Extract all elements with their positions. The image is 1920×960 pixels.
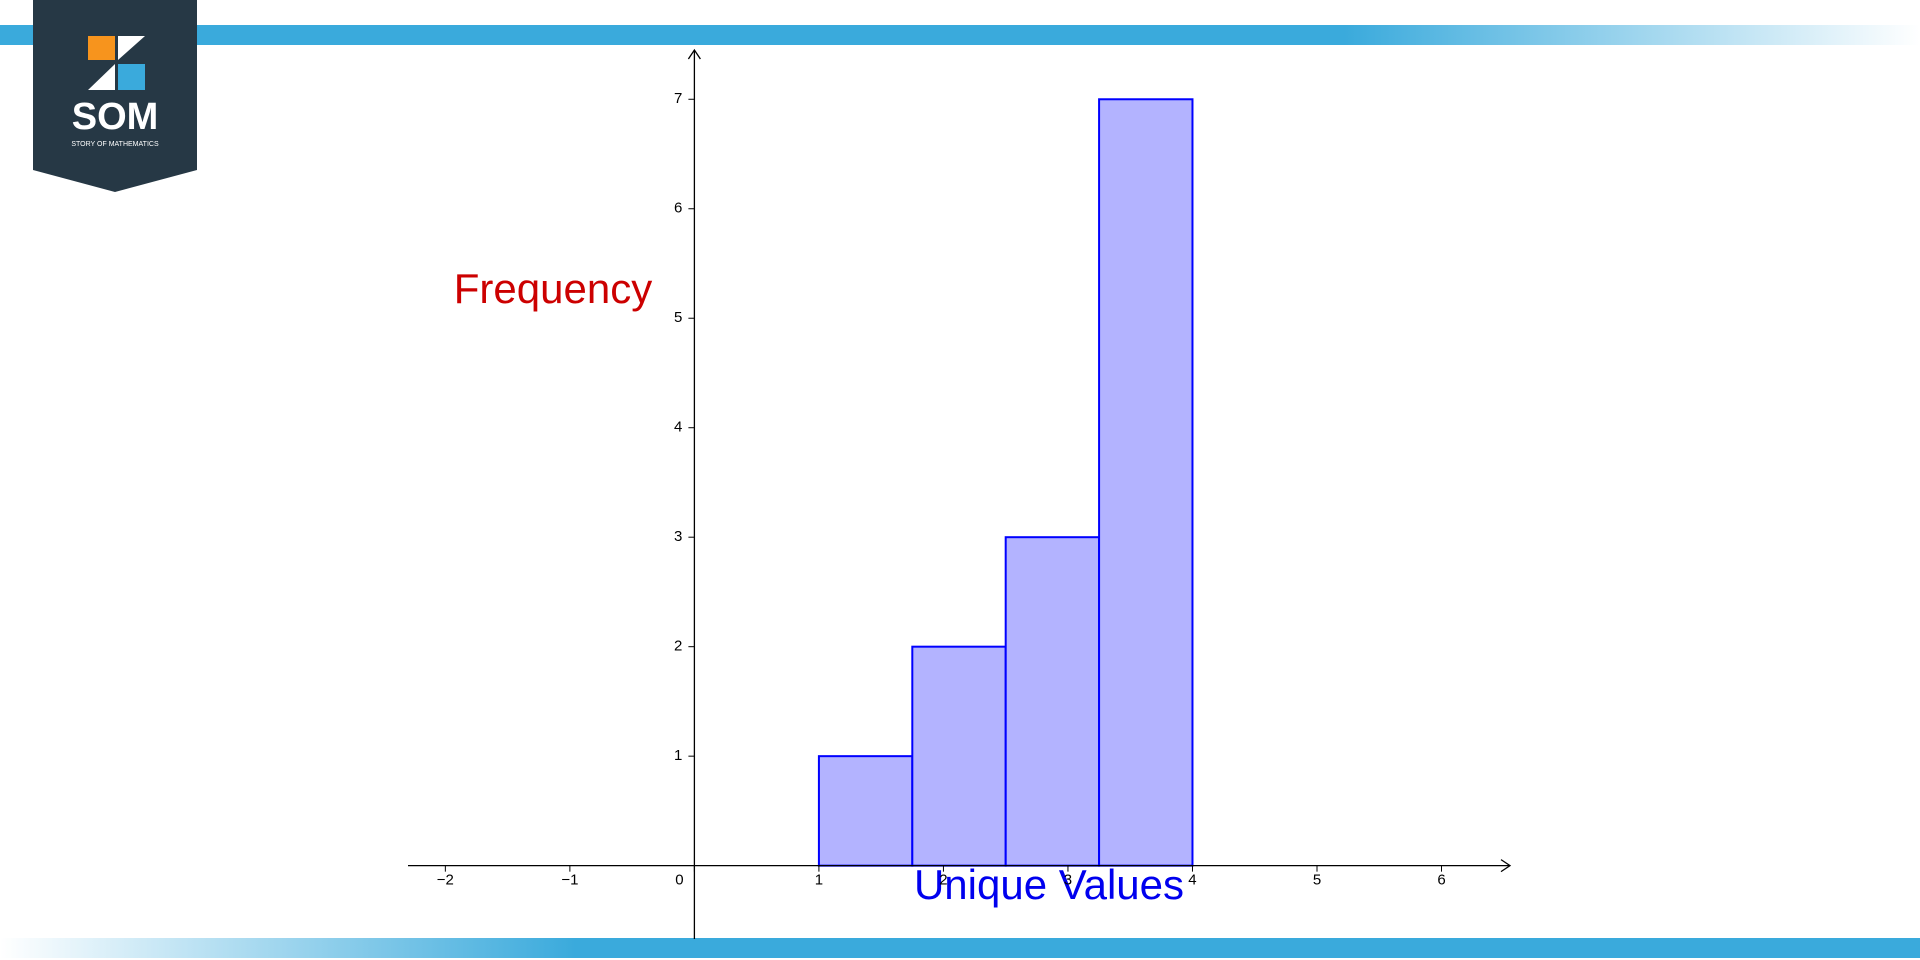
logo-tagline: STORY OF MATHEMATICS	[71, 141, 159, 148]
logo-mark	[118, 64, 145, 90]
y-axis-label: Frequency	[454, 265, 652, 312]
bar	[911, 645, 1007, 867]
logo-text: SOM	[72, 96, 159, 138]
x-tick-label: 0	[675, 872, 683, 889]
y-tick-label: 2	[674, 638, 682, 655]
y-tick-label: 4	[674, 419, 682, 436]
y-axis-arrow	[687, 48, 701, 60]
x-tick-label: −1	[561, 872, 578, 889]
logo-mark	[88, 36, 115, 60]
y-tick-label: 5	[674, 309, 682, 326]
logo-mark	[118, 36, 145, 60]
x-tick-label: 5	[1313, 872, 1321, 889]
y-tick-label: 1	[674, 747, 682, 764]
x-tick-label: 3	[1064, 872, 1072, 889]
x-tick-label: 4	[1188, 872, 1196, 889]
x-axis-arrow	[1500, 859, 1512, 873]
bottom-band	[0, 938, 1920, 958]
top-band	[0, 25, 1920, 45]
y-tick-label: 3	[674, 528, 682, 545]
logo: SOM STORY OF MATHEMATICS	[33, 0, 197, 192]
x-tick-label: 2	[939, 872, 947, 889]
y-tick-label: 7	[674, 90, 682, 107]
bar	[1098, 98, 1194, 867]
x-tick-label: 1	[815, 872, 823, 889]
x-tick-label: 6	[1437, 872, 1445, 889]
x-tick-label: −2	[437, 872, 454, 889]
bar	[817, 755, 914, 867]
y-tick-label: 6	[674, 200, 682, 217]
logo-mark	[88, 64, 115, 90]
x-axis-label: Unique Values	[914, 861, 1184, 908]
logo-shield	[33, 0, 197, 192]
bar	[1004, 536, 1101, 867]
